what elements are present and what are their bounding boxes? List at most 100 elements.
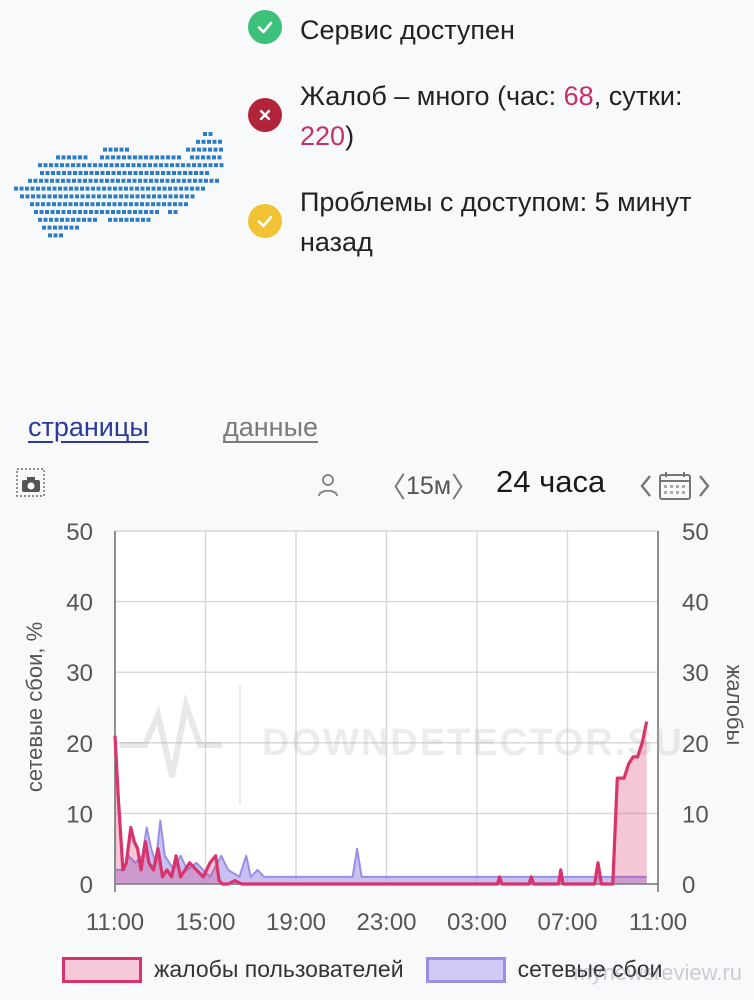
map-dot [80, 186, 84, 191]
x-tick: 03:00 [447, 909, 507, 936]
map-dot [125, 147, 129, 152]
map-dot [204, 178, 208, 183]
chevron-left-icon[interactable]: 〈 [378, 472, 407, 503]
legend-label-failures[interactable]: сетевые сбои [517, 956, 663, 982]
map-dot [82, 163, 86, 168]
map-dot [143, 178, 148, 183]
map-dot [90, 202, 95, 207]
downdetector-watermark: DOWNDETECTOR.SU [120, 685, 682, 805]
map-dot [102, 194, 107, 199]
x-tick: 07:00 [537, 909, 597, 936]
map-dot [133, 155, 137, 160]
y-axis-label-left: сетевые сбои, % [22, 622, 47, 792]
map-dot [194, 171, 198, 175]
map-dot [174, 194, 178, 199]
status-service: Сервис доступен [248, 10, 740, 50]
map-dot [118, 186, 123, 191]
map-dot [54, 163, 59, 168]
map-dot [120, 163, 125, 168]
map-dot [168, 186, 172, 191]
map-dot [148, 163, 152, 168]
map-dot [84, 171, 88, 175]
map-dot [42, 225, 46, 230]
map-dot [123, 202, 128, 207]
map-dot [155, 210, 159, 214]
map-dot [177, 155, 181, 160]
map-dot [42, 194, 46, 199]
tab-pages[interactable]: страницы [28, 412, 149, 442]
legend-swatch-failures[interactable] [425, 956, 506, 983]
map-dot [93, 163, 97, 168]
map-dot [207, 139, 211, 144]
map-dot [107, 186, 112, 191]
map-dot [182, 178, 186, 183]
y-tick-right: 40 [682, 590, 709, 617]
map-dot [141, 217, 145, 222]
map-dot [61, 155, 66, 160]
period-selector[interactable]: 〈 15м 〉 [378, 466, 479, 506]
map-dot [110, 178, 115, 183]
y-tick-left: 0 [80, 872, 93, 899]
x-tick: 11:00 [86, 909, 144, 936]
chevron-right-icon[interactable]: 〉 [451, 472, 480, 503]
map-dot [108, 147, 113, 152]
x-tick: 11:00 [629, 909, 687, 936]
chevron-left-icon[interactable] [640, 475, 651, 497]
map-dot [56, 171, 61, 175]
map-dot [106, 171, 110, 175]
map-dot [69, 225, 74, 230]
map-dot [213, 147, 218, 152]
map-dot [85, 186, 90, 191]
map-dot [151, 186, 156, 191]
map-dot [122, 155, 126, 160]
map-dot [111, 155, 115, 160]
map-dot [208, 132, 213, 136]
status-problems: Проблемы с доступом: 5 минут назад [248, 182, 740, 262]
map-dot [114, 147, 118, 152]
map-dot [173, 202, 177, 207]
user-icon[interactable] [316, 472, 340, 498]
map-dot [53, 225, 57, 230]
map-dot [149, 178, 153, 183]
y-tick-left: 30 [66, 660, 93, 687]
map-dot [36, 194, 41, 199]
y-tick-left: 10 [66, 801, 93, 828]
map-dot [56, 155, 60, 160]
map-dot [103, 147, 107, 152]
y-tick-left: 50 [66, 519, 93, 546]
map-dot [83, 210, 88, 214]
screenshot-camera-icon[interactable] [16, 468, 46, 498]
x-tick: 19:00 [266, 909, 326, 936]
map-dot [171, 155, 176, 160]
map-dot [61, 178, 65, 183]
map-dot [146, 186, 150, 191]
map-dot [183, 171, 187, 175]
map-dot [144, 155, 148, 160]
map-dot [57, 202, 62, 207]
map-dot [155, 171, 160, 175]
map-dot [75, 194, 79, 199]
map-dot [129, 186, 134, 191]
legend-swatch-complaints[interactable] [62, 956, 142, 983]
map-dot [101, 202, 106, 207]
map-dot [146, 194, 151, 199]
chevron-right-icon[interactable] [699, 475, 710, 497]
map-dot [126, 163, 130, 168]
legend-label-complaints[interactable]: жалобы пользователей [154, 956, 404, 982]
map-dot [47, 225, 52, 230]
map-dot [33, 178, 38, 183]
map-dot [105, 155, 110, 160]
warning-icon [248, 204, 282, 238]
map-dot [71, 163, 75, 168]
map-dot [79, 202, 84, 207]
tab-data[interactable]: данные [223, 412, 319, 442]
map-dot [202, 147, 207, 152]
map-dot [105, 210, 110, 214]
map-dot [149, 210, 154, 214]
map-dot [186, 147, 190, 152]
complaints-status-text: Жалоб – много (час: 68, сутки: 220) [300, 76, 740, 156]
calendar-icon[interactable] [659, 472, 691, 500]
map-dot [127, 178, 131, 183]
map-dot [25, 186, 29, 191]
map-dot [35, 202, 40, 207]
